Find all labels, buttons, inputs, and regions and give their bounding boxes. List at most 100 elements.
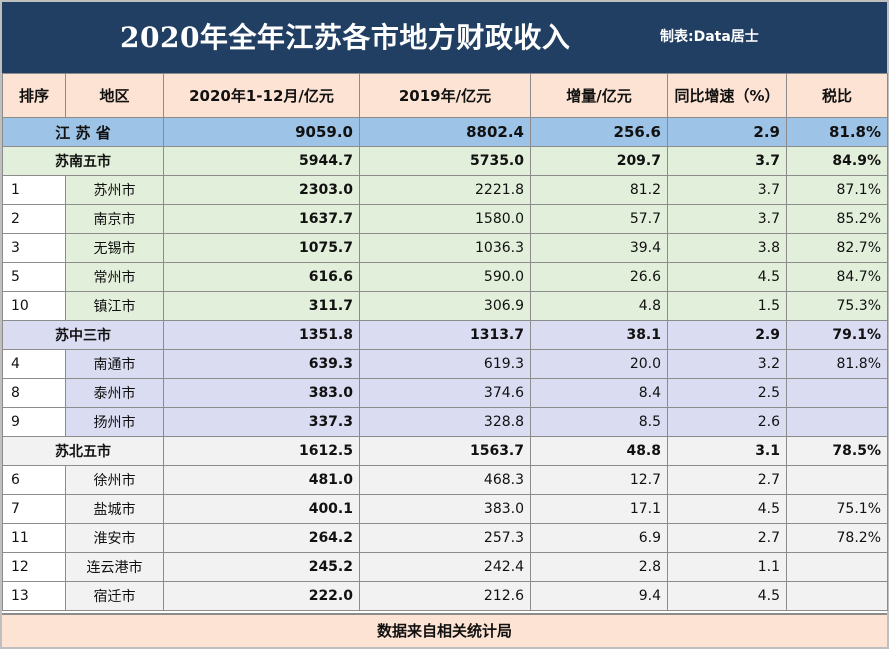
v2019-cell: 242.4 [359, 552, 531, 582]
delta-cell: 12.7 [530, 465, 668, 495]
v2019-cell: 1580.0 [359, 204, 531, 234]
group-tax-cell: 78.5% [786, 436, 888, 466]
region-cell: 南通市 [65, 349, 164, 379]
table-body: 排序 地区 2020年1-12月/亿元 2019年/亿元 增量/亿元 同比增速（… [2, 73, 888, 611]
region-cell: 淮安市 [65, 523, 164, 553]
group-delta-cell: 38.1 [530, 320, 668, 350]
v2020-cell: 264.2 [163, 523, 360, 553]
region-cell: 无锡市 [65, 233, 164, 263]
group-tax-cell: 79.1% [786, 320, 888, 350]
v2019-cell: 374.6 [359, 378, 531, 408]
rank-cell: 6 [2, 465, 66, 495]
v2020-cell: 311.7 [163, 291, 360, 321]
col-header-rank: 排序 [2, 73, 66, 118]
delta-cell: 20.0 [530, 349, 668, 379]
delta-cell: 2.8 [530, 552, 668, 582]
table-row: 10 镇江市 311.7 306.9 4.8 1.5 75.3% [2, 291, 888, 321]
delta-cell: 6.9 [530, 523, 668, 553]
revenue-table: 排序 地区 2020年1-12月/亿元 2019年/亿元 增量/亿元 同比增速（… [2, 73, 888, 611]
group-delta-cell: 48.8 [530, 436, 668, 466]
tax-cell [786, 465, 888, 495]
region-cell: 连云港市 [65, 552, 164, 582]
group-v2020-cell: 1612.5 [163, 436, 360, 466]
v2019-cell: 468.3 [359, 465, 531, 495]
growth-cell: 2.7 [667, 523, 787, 553]
rank-cell: 11 [2, 523, 66, 553]
col-header-delta: 增量/亿元 [530, 73, 668, 118]
col-header-tax: 税比 [786, 73, 888, 118]
region-cell: 镇江市 [65, 291, 164, 321]
growth-cell: 3.8 [667, 233, 787, 263]
v2019-cell: 212.6 [359, 581, 531, 611]
table-row: 4 南通市 639.3 619.3 20.0 3.2 81.8% [2, 349, 888, 379]
tax-cell: 87.1% [786, 175, 888, 205]
province-row: 江 苏 省 9059.0 8802.4 256.6 2.9 81.8% [2, 117, 888, 147]
table-title: 2020年全年江苏各市地方财政收入 [120, 21, 571, 54]
rank-cell: 2 [2, 204, 66, 234]
col-header-2020: 2020年1-12月/亿元 [163, 73, 360, 118]
group-summary-row: 苏中三市 1351.8 1313.7 38.1 2.9 79.1% [2, 320, 888, 350]
delta-cell: 9.4 [530, 581, 668, 611]
region-cell: 徐州市 [65, 465, 164, 495]
region-cell: 常州市 [65, 262, 164, 292]
rank-cell: 4 [2, 349, 66, 379]
table-row: 6 徐州市 481.0 468.3 12.7 2.7 [2, 465, 888, 495]
tax-cell: 75.3% [786, 291, 888, 321]
group-v2019-cell: 1313.7 [359, 320, 531, 350]
delta-cell: 17.1 [530, 494, 668, 524]
province-growth: 2.9 [667, 117, 787, 147]
v2020-cell: 481.0 [163, 465, 360, 495]
v2019-cell: 590.0 [359, 262, 531, 292]
province-name: 江 苏 省 [2, 117, 164, 147]
group-growth-cell: 3.7 [667, 146, 787, 176]
col-header-2019: 2019年/亿元 [359, 73, 531, 118]
delta-cell: 57.7 [530, 204, 668, 234]
source-footer: 数据来自相关统计局 [2, 613, 887, 647]
region-cell: 南京市 [65, 204, 164, 234]
group-v2020-cell: 5944.7 [163, 146, 360, 176]
v2019-cell: 619.3 [359, 349, 531, 379]
province-delta: 256.6 [530, 117, 668, 147]
table-row: 7 盐城市 400.1 383.0 17.1 4.5 75.1% [2, 494, 888, 524]
table-row: 5 常州市 616.6 590.0 26.6 4.5 84.7% [2, 262, 888, 292]
growth-cell: 4.5 [667, 581, 787, 611]
v2019-cell: 1036.3 [359, 233, 531, 263]
province-2020: 9059.0 [163, 117, 360, 147]
rank-cell: 3 [2, 233, 66, 263]
tax-cell: 85.2% [786, 204, 888, 234]
rank-cell: 9 [2, 407, 66, 437]
v2020-cell: 639.3 [163, 349, 360, 379]
growth-cell: 2.7 [667, 465, 787, 495]
table-row: 9 扬州市 337.3 328.8 8.5 2.6 [2, 407, 888, 437]
delta-cell: 8.4 [530, 378, 668, 408]
growth-cell: 2.5 [667, 378, 787, 408]
group-v2019-cell: 5735.0 [359, 146, 531, 176]
header-row: 排序 地区 2020年1-12月/亿元 2019年/亿元 增量/亿元 同比增速（… [2, 73, 888, 118]
rank-cell: 7 [2, 494, 66, 524]
col-header-growth: 同比增速（%） [667, 73, 787, 118]
v2019-cell: 2221.8 [359, 175, 531, 205]
delta-cell: 39.4 [530, 233, 668, 263]
province-tax: 81.8% [786, 117, 888, 147]
region-cell: 盐城市 [65, 494, 164, 524]
region-cell: 泰州市 [65, 378, 164, 408]
growth-cell: 3.7 [667, 175, 787, 205]
table-row: 1 苏州市 2303.0 2221.8 81.2 3.7 87.1% [2, 175, 888, 205]
v2020-cell: 245.2 [163, 552, 360, 582]
tax-cell: 81.8% [786, 349, 888, 379]
maker-credit: 制表:Data居士 [660, 29, 759, 45]
region-cell: 宿迁市 [65, 581, 164, 611]
growth-cell: 2.6 [667, 407, 787, 437]
table-row: 2 南京市 1637.7 1580.0 57.7 3.7 85.2% [2, 204, 888, 234]
tax-cell [786, 581, 888, 611]
growth-cell: 4.5 [667, 494, 787, 524]
rank-cell: 5 [2, 262, 66, 292]
rank-cell: 13 [2, 581, 66, 611]
group-v2020-cell: 1351.8 [163, 320, 360, 350]
tax-cell: 78.2% [786, 523, 888, 553]
growth-cell: 3.2 [667, 349, 787, 379]
v2020-cell: 2303.0 [163, 175, 360, 205]
growth-cell: 4.5 [667, 262, 787, 292]
tax-cell [786, 378, 888, 408]
